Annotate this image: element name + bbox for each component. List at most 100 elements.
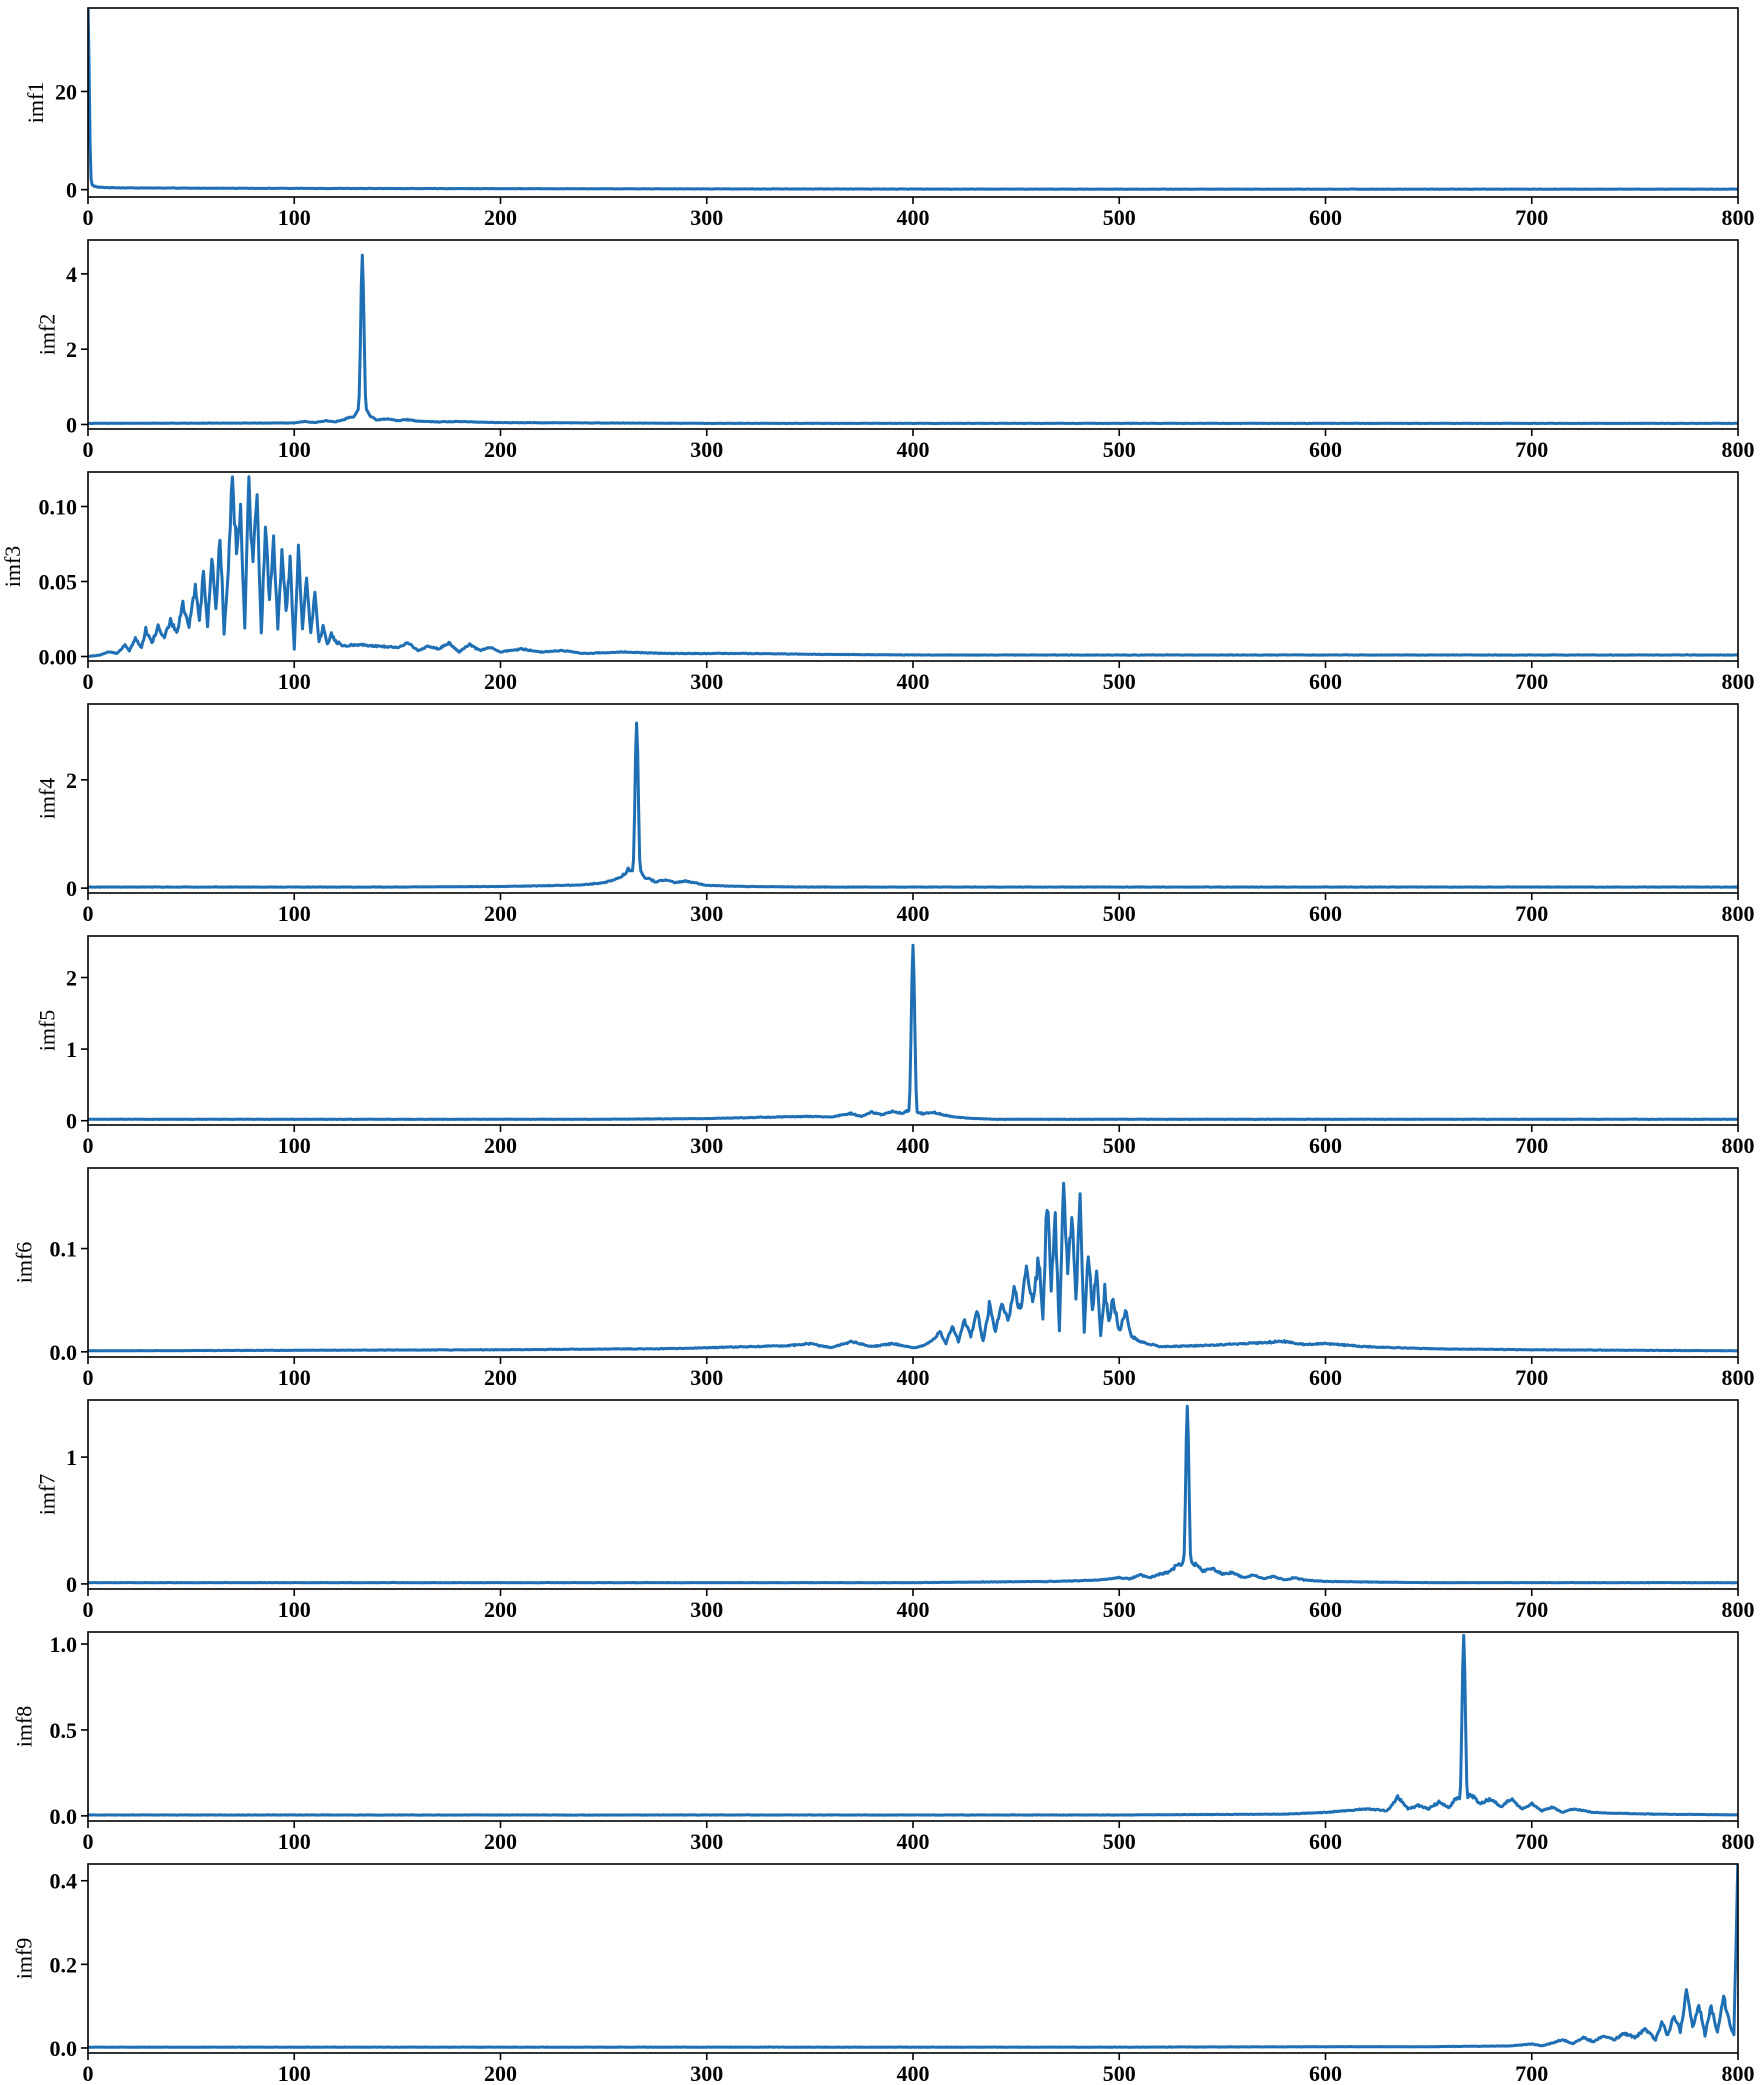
y-tick-label: 0.4: [50, 1869, 78, 1894]
x-tick-label: 500: [1103, 2061, 1136, 2085]
x-tick-label: 600: [1309, 1133, 1342, 1158]
x-tick-label: 800: [1722, 205, 1755, 230]
x-tick-label: 800: [1722, 2061, 1755, 2085]
y-tick-label: 0.0: [50, 1340, 78, 1365]
x-tick-label: 300: [690, 2061, 723, 2085]
x-tick-label: 400: [897, 205, 930, 230]
y-axis-label: imf9: [12, 1938, 37, 1980]
x-tick-label: 300: [690, 1829, 723, 1854]
series-line-imf5: [88, 943, 1738, 1121]
x-tick-label: 0: [83, 437, 94, 462]
panel-imf1: 0 100 200 300 400 500 600 700 800 0 20 imf1: [23, 7, 1755, 230]
y-tick-label: 0: [66, 1572, 77, 1597]
x-tick-label: 800: [1722, 437, 1755, 462]
panel-imf3: 0 100 200 300 400 500 600 700 800 0.00 0.05 0.10 imf…: [0, 471, 1755, 694]
x-tick-label: 500: [1103, 669, 1136, 694]
x-tick-label: 400: [897, 1597, 930, 1622]
y-tick-label: 2: [66, 966, 77, 991]
y-tick-label: 2: [66, 768, 77, 793]
series-line-imf8: [88, 1633, 1738, 1817]
x-tick-label: 600: [1309, 1597, 1342, 1622]
x-tick-label: 400: [897, 669, 930, 694]
x-tick-label: 500: [1103, 901, 1136, 926]
x-tick-label: 100: [278, 669, 311, 694]
series-line-imf4: [88, 721, 1738, 889]
x-tick-label: 600: [1309, 669, 1342, 694]
y-tick-label: 4: [66, 262, 77, 287]
series-line-imf7: [88, 1404, 1738, 1585]
x-tick-label: 100: [278, 1829, 311, 1854]
x-tick-label: 0: [83, 205, 94, 230]
x-tick-label: 700: [1515, 669, 1548, 694]
y-tick-label: 0.1: [50, 1237, 78, 1262]
x-tick-label: 300: [690, 437, 723, 462]
x-tick-label: 600: [1309, 437, 1342, 462]
x-tick-label: 200: [484, 2061, 517, 2085]
x-tick-label: 600: [1309, 1365, 1342, 1390]
x-tick-label: 500: [1103, 437, 1136, 462]
y-tick-label: 1.0: [50, 1632, 78, 1657]
x-tick-label: 500: [1103, 1365, 1136, 1390]
x-tick-label: 800: [1722, 1597, 1755, 1622]
x-tick-label: 100: [278, 1365, 311, 1390]
x-tick-label: 800: [1722, 1133, 1755, 1158]
x-tick-label: 200: [484, 437, 517, 462]
y-tick-label: 0: [66, 876, 77, 901]
x-tick-label: 400: [897, 1365, 930, 1390]
x-tick-label: 700: [1515, 1133, 1548, 1158]
y-tick-label: 0.5: [50, 1718, 78, 1743]
y-tick-label: 0: [66, 178, 77, 203]
x-tick-label: 200: [484, 1829, 517, 1854]
y-axis-label: imf2: [35, 314, 60, 356]
x-tick-label: 700: [1515, 2061, 1548, 2085]
x-tick-label: 700: [1515, 205, 1548, 230]
y-tick-label: 0.0: [50, 2036, 78, 2061]
panel-imf8: 0 100 200 300 400 500 600 700 800 0.0 0.5 1.0 imf8: [12, 1631, 1755, 1854]
series-line-imf1: [88, 8, 1738, 191]
x-tick-label: 0: [83, 901, 94, 926]
x-tick-label: 700: [1515, 1365, 1548, 1390]
y-tick-label: 1: [66, 1445, 77, 1470]
x-tick-label: 700: [1515, 901, 1548, 926]
x-tick-label: 100: [278, 2061, 311, 2085]
x-tick-label: 600: [1309, 2061, 1342, 2085]
x-tick-label: 300: [690, 1597, 723, 1622]
x-tick-label: 700: [1515, 1829, 1548, 1854]
x-tick-label: 500: [1103, 1597, 1136, 1622]
plot-frame-imf6: [87, 1167, 1739, 1358]
x-tick-label: 500: [1103, 1829, 1136, 1854]
y-tick-label: 0.00: [39, 645, 78, 670]
x-tick-label: 300: [690, 669, 723, 694]
x-tick-label: 600: [1309, 901, 1342, 926]
plot-frame-imf4: [87, 703, 1739, 894]
x-tick-label: 800: [1722, 901, 1755, 926]
y-axis-label: imf3: [0, 546, 25, 588]
x-tick-label: 100: [278, 901, 311, 926]
x-tick-label: 300: [690, 901, 723, 926]
x-tick-label: 400: [897, 1133, 930, 1158]
y-tick-label: 20: [55, 79, 77, 104]
x-tick-label: 400: [897, 1829, 930, 1854]
x-tick-label: 200: [484, 205, 517, 230]
x-tick-label: 0: [83, 1133, 94, 1158]
y-tick-label: 0.2: [50, 1952, 78, 1977]
x-tick-label: 100: [278, 1133, 311, 1158]
x-tick-label: 0: [83, 1365, 94, 1390]
x-tick-label: 300: [690, 205, 723, 230]
x-tick-label: 200: [484, 669, 517, 694]
series-line-imf9: [88, 1864, 1738, 2049]
x-tick-label: 0: [83, 1829, 94, 1854]
series-line-imf2: [88, 253, 1738, 426]
plot-frame-imf1: [87, 7, 1739, 198]
panel-imf9: 0 100 200 300 400 500 600 700 800 0.0 0.2 0.4 imf9: [12, 1863, 1755, 2085]
x-tick-label: 800: [1722, 669, 1755, 694]
x-tick-label: 0: [83, 1597, 94, 1622]
x-tick-label: 300: [690, 1365, 723, 1390]
plot-frame-imf9: [87, 1863, 1739, 2054]
y-tick-label: 0.10: [39, 495, 78, 520]
x-tick-label: 400: [897, 2061, 930, 2085]
y-tick-label: 0.05: [39, 570, 78, 595]
y-tick-label: 2: [66, 337, 77, 362]
